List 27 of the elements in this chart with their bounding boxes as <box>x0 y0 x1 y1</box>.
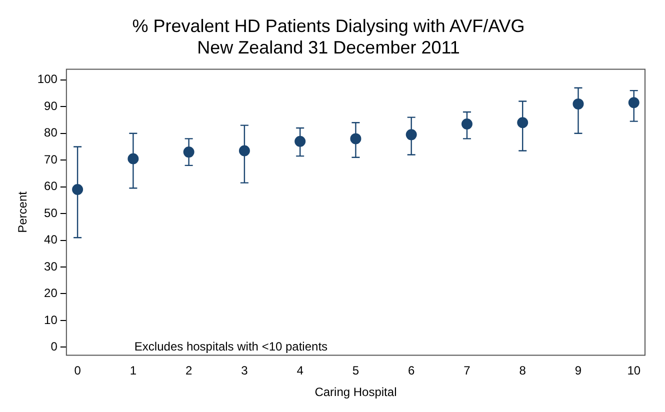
y-tick-label: 60 <box>44 179 58 194</box>
y-axis-title: Percent <box>16 190 30 233</box>
y-tick-label: 90 <box>44 98 58 113</box>
y-tick-label: 80 <box>44 126 58 140</box>
point <box>72 184 84 195</box>
x-tick-label: 1 <box>130 364 137 378</box>
y-tick-label: 30 <box>44 259 58 274</box>
x-tick-label: 0 <box>74 364 82 378</box>
y-tick-label: 10 <box>44 312 58 327</box>
x-tick-label: 10 <box>627 364 641 378</box>
x-tick-label: 7 <box>464 364 471 378</box>
x-tick-label: 6 <box>408 364 415 378</box>
chart-title: % Prevalent HD Patients Dialysing with AVF/AVG New Zealand 31 December 2011 <box>132 16 525 58</box>
x-axis-title: Caring Hospital <box>314 385 397 400</box>
x-tick-label: 5 <box>352 364 360 378</box>
y-tick-label: 0 <box>50 339 58 354</box>
x-tick-label: 3 <box>241 364 248 378</box>
annotation: Excludes hospitals with <10 patients <box>134 340 328 354</box>
x-tick-label: 2 <box>185 364 192 378</box>
y-tick-label: 50 <box>44 206 58 220</box>
y-tick-label: 20 <box>44 286 58 300</box>
x-tick-label: 8 <box>519 364 526 378</box>
y-tick-label: 70 <box>44 152 58 166</box>
x-tick-label: 9 <box>574 364 582 378</box>
y-tick-label: 40 <box>44 232 58 247</box>
y-tick-label: 100 <box>37 72 58 86</box>
x-tick-label: 4 <box>296 364 304 378</box>
